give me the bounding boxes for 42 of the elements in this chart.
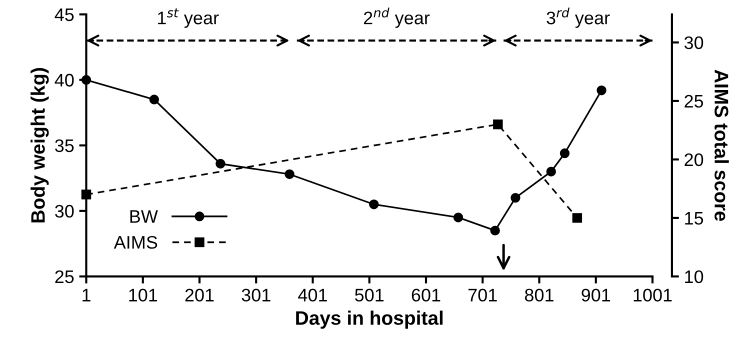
annotation: 2$^{nd}$ year <box>364 8 430 28</box>
legend-label: AIMS <box>114 236 158 249</box>
x-tick-label: 501 <box>355 288 384 302</box>
y2-axis-title: AIMS total score <box>714 70 729 221</box>
x-tick-label: 701 <box>468 288 497 302</box>
point <box>490 226 500 236</box>
x-tick-label: 901 <box>582 288 610 302</box>
y-tick-label: 35 <box>55 139 74 152</box>
point <box>284 169 294 180</box>
point <box>81 190 92 200</box>
x-tick-label: 601 <box>412 288 440 302</box>
x-tick-label: 201 <box>185 288 214 302</box>
x-tick-label: 1 <box>82 288 90 302</box>
point <box>216 158 226 169</box>
y-tick-label: 45 <box>54 8 74 22</box>
point <box>510 192 520 203</box>
point <box>572 213 582 223</box>
y2-tick-label: 20 <box>684 153 704 166</box>
annotation: 1$^{st}$ year <box>158 8 219 28</box>
x-tick-label: 801 <box>524 288 554 302</box>
y-tick-label: 25 <box>55 270 74 284</box>
x-tick-label: 1001 <box>634 288 672 302</box>
y-tick-label: 40 <box>54 74 74 87</box>
point <box>546 166 556 176</box>
point <box>369 200 379 210</box>
x-axis-title: Days in hospital <box>296 310 443 329</box>
x-tick-label: 301 <box>242 288 270 302</box>
legend-label: BW <box>130 210 158 223</box>
y2-tick-label: 10 <box>685 270 704 284</box>
y-axis-title: Body weight (kg) <box>30 68 49 222</box>
point <box>453 212 464 222</box>
y2-tick-label: 25 <box>684 94 704 108</box>
annotation: 3$^{rd}$ year <box>546 8 610 28</box>
x-tick-label: 101 <box>129 288 158 302</box>
y2-tick-label: 30 <box>684 36 704 50</box>
point <box>560 148 570 158</box>
point <box>149 94 160 104</box>
x-tick-label: 401 <box>298 288 327 302</box>
point <box>493 119 503 130</box>
y2-tick-label: 15 <box>685 212 704 225</box>
point <box>596 86 606 96</box>
y-tick-label: 30 <box>55 204 74 218</box>
